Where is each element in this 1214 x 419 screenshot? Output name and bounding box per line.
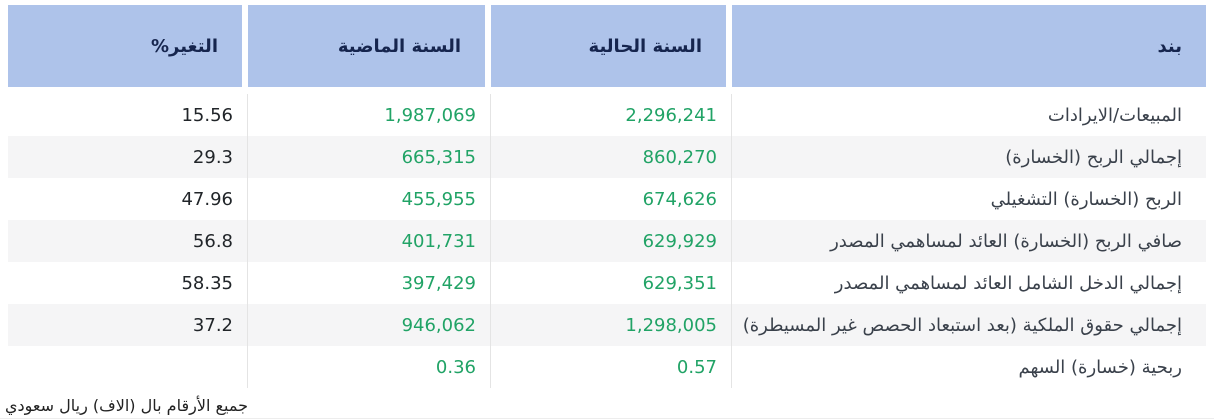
- previous-year-cell: 397,429: [248, 262, 491, 304]
- table-row: صافي الربح (الخسارة) العائد لمساهمي المص…: [8, 220, 1206, 262]
- change-percent-cell: 56.8: [8, 220, 248, 262]
- table-row: المبيعات/الايرادات 2,296,241 1,987,069 15.5…: [8, 94, 1206, 136]
- current-year-cell: 1,298,005: [491, 304, 732, 346]
- change-percent-cell: 29.3: [8, 136, 248, 178]
- table-row: إجمالي حقوق الملكية (بعد استبعاد الحصص غ…: [8, 304, 1206, 346]
- column-header-change-percent: التغير%: [8, 5, 248, 94]
- change-percent-cell: 37.2: [8, 304, 248, 346]
- change-percent-cell: 58.35: [8, 262, 248, 304]
- item-cell: إجمالي حقوق الملكية (بعد استبعاد الحصص غ…: [732, 304, 1206, 346]
- previous-year-cell: 401,731: [248, 220, 491, 262]
- table-row: إجمالي الدخل الشامل العائد لمساهمي المصد…: [8, 262, 1206, 304]
- financial-table: بند السنة الحالية السنة الماضية التغير% …: [8, 5, 1206, 388]
- table-body: المبيعات/الايرادات 2,296,241 1,987,069 15.5…: [8, 94, 1206, 388]
- item-cell: إجمالي الدخل الشامل العائد لمساهمي المصد…: [732, 262, 1206, 304]
- item-cell: ربحية (خسارة) السهم: [732, 346, 1206, 388]
- footer-units-note: جميع الأرقام بال (الاف) ريال سعودي: [5, 396, 248, 415]
- item-cell: المبيعات/الايرادات: [732, 94, 1206, 136]
- item-cell: إجمالي الربح (الخسارة): [732, 136, 1206, 178]
- table-row: ربحية (خسارة) السهم 0.57 0.36: [8, 346, 1206, 388]
- previous-year-cell: 946,062: [248, 304, 491, 346]
- item-cell: صافي الربح (الخسارة) العائد لمساهمي المص…: [732, 220, 1206, 262]
- item-cell: الربح (الخسارة) التشغيلي: [732, 178, 1206, 220]
- column-header-previous-year: السنة الماضية: [248, 5, 491, 94]
- current-year-cell: 629,351: [491, 262, 732, 304]
- current-year-cell: 0.57: [491, 346, 732, 388]
- previous-year-cell: 455,955: [248, 178, 491, 220]
- column-header-item: بند: [732, 5, 1206, 94]
- previous-year-cell: 665,315: [248, 136, 491, 178]
- previous-year-cell: 0.36: [248, 346, 491, 388]
- table-row: الربح (الخسارة) التشغيلي 674,626 455,955 47…: [8, 178, 1206, 220]
- change-percent-cell: 47.96: [8, 178, 248, 220]
- change-percent-cell: [8, 346, 248, 388]
- current-year-cell: 2,296,241: [491, 94, 732, 136]
- change-percent-cell: 15.56: [8, 94, 248, 136]
- current-year-cell: 674,626: [491, 178, 732, 220]
- previous-year-cell: 1,987,069: [248, 94, 491, 136]
- table-row: إجمالي الربح (الخسارة) 860,270 665,315 29.3: [8, 136, 1206, 178]
- table-header-row: بند السنة الحالية السنة الماضية التغير%: [8, 5, 1206, 94]
- current-year-cell: 860,270: [491, 136, 732, 178]
- current-year-cell: 629,929: [491, 220, 732, 262]
- column-header-current-year: السنة الحالية: [491, 5, 732, 94]
